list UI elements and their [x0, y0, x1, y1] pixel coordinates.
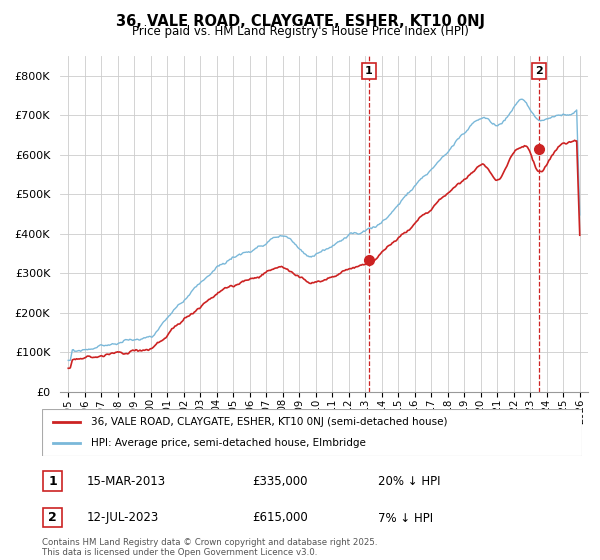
Text: 7% ↓ HPI: 7% ↓ HPI: [378, 511, 433, 525]
Text: HPI: Average price, semi-detached house, Elmbridge: HPI: Average price, semi-detached house,…: [91, 438, 365, 448]
Text: Price paid vs. HM Land Registry's House Price Index (HPI): Price paid vs. HM Land Registry's House …: [131, 25, 469, 38]
Text: 1: 1: [365, 66, 373, 76]
Text: 20% ↓ HPI: 20% ↓ HPI: [378, 475, 440, 488]
Text: 1: 1: [48, 474, 57, 488]
FancyBboxPatch shape: [43, 472, 62, 491]
Text: Contains HM Land Registry data © Crown copyright and database right 2025.
This d: Contains HM Land Registry data © Crown c…: [42, 538, 377, 557]
Text: 36, VALE ROAD, CLAYGATE, ESHER, KT10 0NJ: 36, VALE ROAD, CLAYGATE, ESHER, KT10 0NJ: [115, 14, 485, 29]
FancyBboxPatch shape: [43, 508, 62, 527]
Text: 2: 2: [48, 511, 57, 524]
Text: £615,000: £615,000: [252, 511, 308, 525]
Text: £335,000: £335,000: [252, 475, 308, 488]
Text: 12-JUL-2023: 12-JUL-2023: [87, 511, 159, 525]
FancyBboxPatch shape: [42, 409, 582, 456]
Text: 36, VALE ROAD, CLAYGATE, ESHER, KT10 0NJ (semi-detached house): 36, VALE ROAD, CLAYGATE, ESHER, KT10 0NJ…: [91, 417, 447, 427]
Text: 2: 2: [535, 66, 543, 76]
Text: 15-MAR-2013: 15-MAR-2013: [87, 475, 166, 488]
